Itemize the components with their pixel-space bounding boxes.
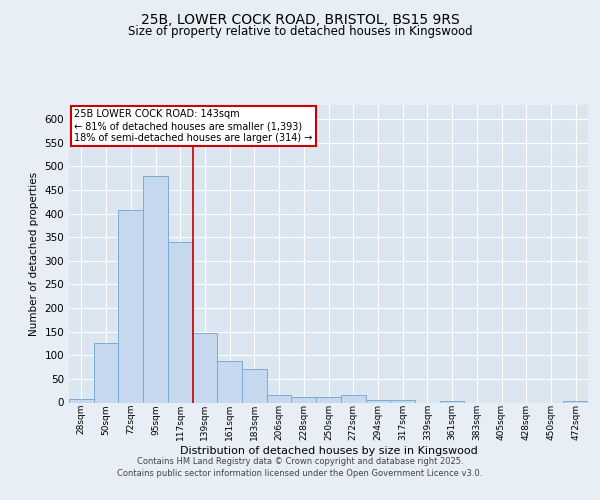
Bar	[440, 401, 464, 402]
Bar	[168, 242, 193, 402]
Bar	[143, 176, 168, 402]
Text: 25B, LOWER COCK ROAD, BRISTOL, BS15 9RS: 25B, LOWER COCK ROAD, BRISTOL, BS15 9RS	[140, 12, 460, 26]
Text: Contains HM Land Registry data © Crown copyright and database right 2025.: Contains HM Land Registry data © Crown c…	[137, 458, 463, 466]
Bar	[193, 333, 217, 402]
Bar	[94, 342, 118, 402]
Bar	[267, 396, 292, 402]
Bar	[217, 361, 242, 403]
Text: Contains public sector information licensed under the Open Government Licence v3: Contains public sector information licen…	[118, 469, 482, 478]
Bar	[69, 398, 94, 402]
Bar	[365, 400, 390, 402]
X-axis label: Distribution of detached houses by size in Kingswood: Distribution of detached houses by size …	[179, 446, 478, 456]
Text: Size of property relative to detached houses in Kingswood: Size of property relative to detached ho…	[128, 25, 472, 38]
Bar	[390, 400, 415, 402]
Bar	[242, 370, 267, 402]
Bar	[292, 397, 316, 402]
Text: 25B LOWER COCK ROAD: 143sqm
← 81% of detached houses are smaller (1,393)
18% of : 25B LOWER COCK ROAD: 143sqm ← 81% of det…	[74, 110, 313, 142]
Bar	[563, 401, 588, 402]
Bar	[341, 396, 365, 402]
Y-axis label: Number of detached properties: Number of detached properties	[29, 172, 39, 336]
Bar	[118, 210, 143, 402]
Bar	[316, 397, 341, 402]
